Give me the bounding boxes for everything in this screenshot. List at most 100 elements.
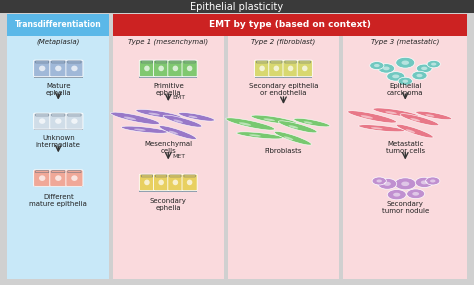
Ellipse shape [55, 66, 62, 71]
FancyBboxPatch shape [184, 61, 195, 63]
Text: Epithelial plasticity: Epithelial plasticity [191, 1, 283, 12]
Ellipse shape [226, 118, 275, 130]
Ellipse shape [376, 180, 382, 182]
Ellipse shape [421, 180, 428, 184]
Ellipse shape [110, 112, 160, 124]
Ellipse shape [159, 126, 196, 139]
Ellipse shape [39, 119, 46, 124]
Text: (Metaplasia): (Metaplasia) [36, 38, 80, 45]
FancyBboxPatch shape [256, 61, 268, 63]
Ellipse shape [371, 127, 383, 129]
Text: Mature
ephelia: Mature ephelia [46, 83, 71, 96]
FancyBboxPatch shape [255, 76, 312, 78]
Ellipse shape [71, 175, 78, 181]
Text: Primitive
ephelia: Primitive ephelia [153, 83, 183, 96]
Ellipse shape [237, 132, 283, 139]
Ellipse shape [303, 121, 313, 124]
Ellipse shape [421, 67, 428, 70]
Ellipse shape [416, 111, 452, 120]
FancyBboxPatch shape [155, 175, 167, 177]
Ellipse shape [393, 193, 401, 197]
FancyBboxPatch shape [255, 60, 270, 77]
Ellipse shape [55, 175, 62, 181]
FancyBboxPatch shape [34, 60, 51, 77]
Ellipse shape [284, 137, 293, 140]
FancyBboxPatch shape [66, 170, 83, 186]
Ellipse shape [264, 118, 275, 121]
Ellipse shape [163, 115, 202, 127]
FancyBboxPatch shape [170, 175, 181, 177]
Ellipse shape [430, 180, 436, 182]
FancyBboxPatch shape [141, 175, 153, 177]
Ellipse shape [415, 177, 433, 188]
Ellipse shape [396, 124, 433, 138]
FancyBboxPatch shape [283, 60, 298, 77]
Ellipse shape [55, 119, 62, 124]
Ellipse shape [144, 66, 150, 71]
FancyBboxPatch shape [36, 61, 49, 63]
Ellipse shape [373, 108, 419, 117]
Ellipse shape [394, 178, 416, 190]
Ellipse shape [71, 119, 78, 124]
Ellipse shape [416, 64, 432, 73]
FancyBboxPatch shape [154, 174, 169, 191]
FancyBboxPatch shape [168, 174, 183, 191]
FancyBboxPatch shape [34, 186, 83, 187]
FancyBboxPatch shape [68, 171, 81, 173]
FancyBboxPatch shape [34, 170, 51, 186]
FancyBboxPatch shape [0, 0, 474, 13]
Text: Mesenchymal
cells: Mesenchymal cells [144, 141, 192, 154]
Text: Unknown
intermediate: Unknown intermediate [36, 135, 81, 148]
FancyBboxPatch shape [343, 28, 467, 279]
Ellipse shape [158, 66, 164, 71]
Ellipse shape [144, 180, 150, 185]
FancyBboxPatch shape [50, 113, 67, 129]
Ellipse shape [347, 111, 397, 123]
FancyBboxPatch shape [139, 60, 155, 77]
Ellipse shape [188, 116, 198, 118]
Ellipse shape [239, 122, 251, 126]
Text: Type 2 (fibroblast): Type 2 (fibroblast) [251, 38, 316, 45]
Ellipse shape [387, 190, 406, 200]
Ellipse shape [288, 66, 293, 71]
FancyBboxPatch shape [68, 61, 81, 63]
FancyBboxPatch shape [68, 114, 81, 116]
Ellipse shape [361, 115, 373, 119]
FancyBboxPatch shape [36, 171, 49, 173]
Ellipse shape [406, 129, 415, 133]
FancyBboxPatch shape [34, 113, 51, 129]
Text: Fibroblasts: Fibroblasts [264, 148, 302, 154]
Ellipse shape [169, 131, 178, 134]
FancyBboxPatch shape [184, 175, 195, 177]
FancyBboxPatch shape [50, 60, 67, 77]
Text: EMT by type (based on context): EMT by type (based on context) [209, 21, 371, 29]
FancyBboxPatch shape [168, 60, 183, 77]
Ellipse shape [410, 118, 420, 121]
FancyBboxPatch shape [52, 114, 65, 116]
Ellipse shape [173, 180, 178, 185]
FancyBboxPatch shape [139, 76, 197, 78]
Text: Type 3 (metastatic): Type 3 (metastatic) [371, 38, 439, 45]
FancyBboxPatch shape [34, 128, 83, 130]
Ellipse shape [392, 74, 400, 78]
FancyBboxPatch shape [285, 61, 296, 63]
FancyBboxPatch shape [141, 61, 153, 63]
Ellipse shape [71, 66, 78, 71]
Text: MET: MET [172, 154, 185, 158]
FancyBboxPatch shape [269, 60, 284, 77]
Ellipse shape [358, 125, 405, 132]
Ellipse shape [39, 175, 46, 181]
Text: Different
mature epithelia: Different mature epithelia [29, 194, 87, 207]
Ellipse shape [278, 121, 317, 133]
FancyBboxPatch shape [299, 61, 310, 63]
FancyBboxPatch shape [113, 14, 467, 36]
FancyBboxPatch shape [36, 114, 49, 116]
Ellipse shape [417, 74, 422, 77]
Ellipse shape [187, 66, 192, 71]
Ellipse shape [398, 77, 412, 85]
FancyBboxPatch shape [52, 61, 65, 63]
Text: Transdifferentiation: Transdifferentiation [15, 21, 101, 29]
Ellipse shape [187, 180, 192, 185]
FancyBboxPatch shape [154, 60, 169, 77]
Text: Secondary
tumor nodule: Secondary tumor nodule [382, 201, 429, 214]
